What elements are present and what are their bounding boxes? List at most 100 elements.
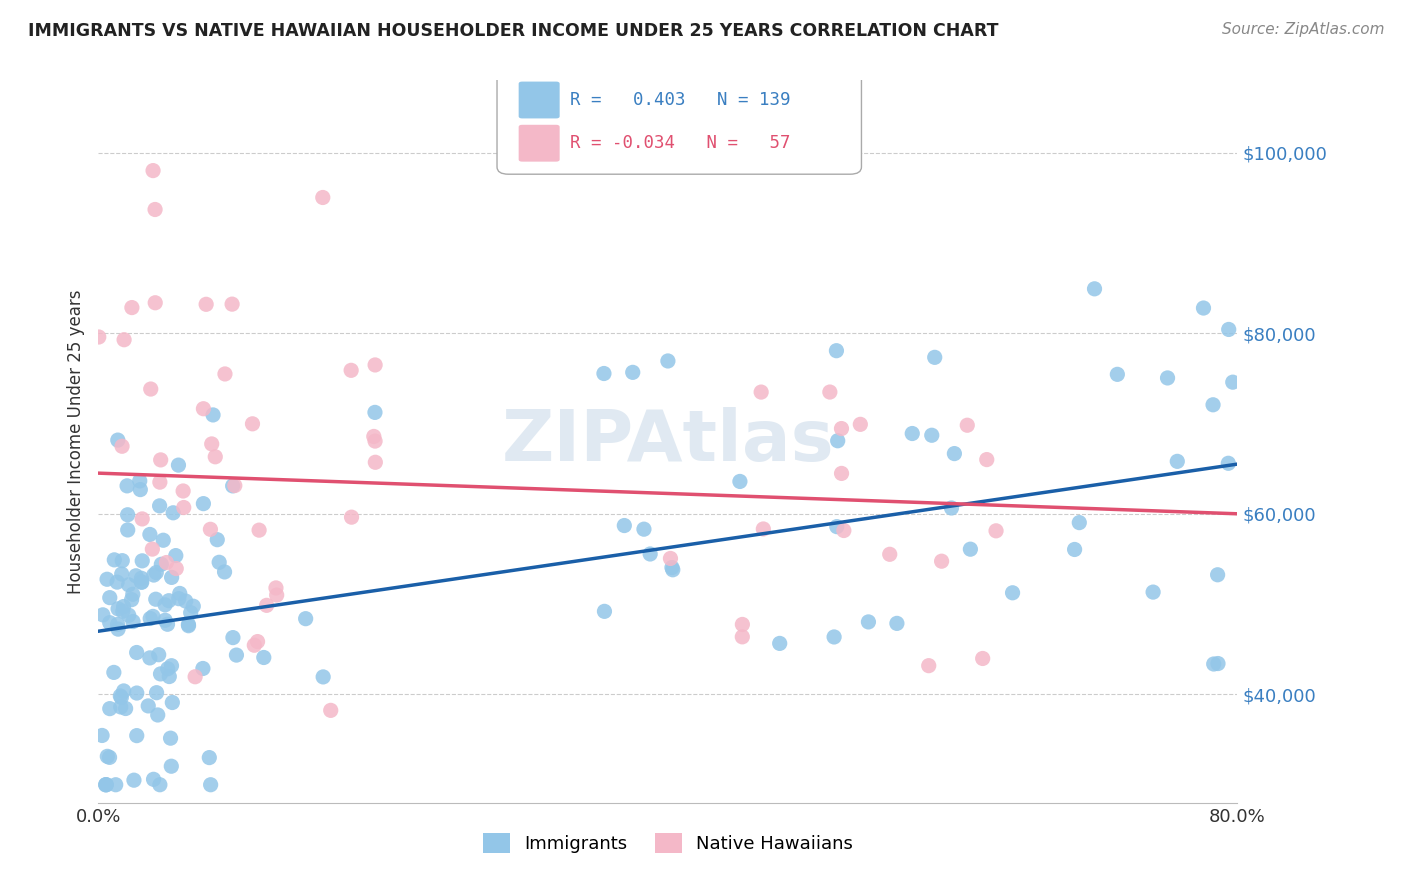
Text: R =   0.403   N = 139: R = 0.403 N = 139 — [569, 91, 790, 109]
Point — [96, 572, 118, 586]
Point — [198, 750, 221, 764]
Point — [142, 163, 165, 178]
Point — [110, 690, 132, 705]
Point — [107, 602, 129, 616]
Point — [131, 554, 153, 568]
Point — [157, 669, 180, 683]
Point — [87, 330, 110, 344]
Point — [593, 367, 616, 381]
Point — [769, 636, 792, 650]
Point — [104, 778, 127, 792]
Point — [827, 434, 849, 448]
Point — [1083, 282, 1105, 296]
Point — [1156, 371, 1178, 385]
Point — [111, 567, 134, 582]
Point — [207, 533, 229, 547]
Legend: Immigrants, Native Hawaiians: Immigrants, Native Hawaiians — [474, 824, 862, 863]
Point — [728, 475, 751, 489]
Point — [1166, 454, 1188, 468]
Point — [364, 405, 387, 419]
Point — [103, 665, 125, 680]
Y-axis label: Householder Income Under 25 years: Householder Income Under 25 years — [66, 289, 84, 594]
Point — [149, 499, 172, 513]
Point — [111, 439, 134, 453]
Point — [141, 542, 163, 557]
Point — [112, 684, 135, 698]
Point — [593, 604, 616, 618]
FancyBboxPatch shape — [519, 81, 560, 119]
Point — [222, 631, 245, 645]
Point — [184, 670, 207, 684]
Point — [139, 651, 162, 665]
Point — [107, 433, 129, 447]
Point — [98, 591, 121, 605]
Point — [139, 382, 162, 396]
Text: ZIPAtlas: ZIPAtlas — [502, 407, 834, 476]
Point — [662, 563, 685, 577]
Point — [364, 358, 387, 372]
Point — [165, 549, 187, 563]
Point — [153, 613, 176, 627]
Point — [121, 587, 143, 601]
Point — [633, 522, 655, 536]
Point — [169, 586, 191, 600]
Point — [1206, 657, 1229, 671]
Point — [149, 453, 172, 467]
Point — [115, 479, 138, 493]
Point — [159, 731, 181, 746]
Point — [122, 615, 145, 629]
Point — [167, 591, 190, 606]
Point — [149, 778, 172, 792]
Point — [849, 417, 872, 432]
Point — [1218, 456, 1240, 470]
Point — [242, 417, 264, 431]
Point — [105, 575, 128, 590]
Point — [202, 408, 225, 422]
Point — [1218, 322, 1240, 336]
Point — [145, 592, 167, 607]
Point — [96, 778, 118, 792]
Point — [208, 555, 231, 569]
Point — [165, 561, 187, 575]
Point — [200, 522, 222, 536]
Point — [143, 202, 166, 217]
Point — [659, 551, 682, 566]
Point — [112, 599, 135, 614]
Point — [167, 458, 190, 472]
Point — [177, 618, 200, 632]
Point — [931, 554, 953, 568]
Point — [340, 510, 363, 524]
Point — [131, 575, 153, 590]
Point — [1107, 368, 1129, 382]
Point — [142, 772, 165, 787]
Point — [830, 421, 852, 435]
Point — [128, 474, 150, 488]
Point — [818, 385, 841, 400]
Point — [1192, 301, 1215, 315]
Point — [246, 634, 269, 648]
Point — [177, 617, 200, 632]
Point — [221, 297, 243, 311]
Point — [110, 689, 132, 703]
Point — [214, 565, 236, 579]
Point — [162, 506, 184, 520]
Point — [1202, 398, 1225, 412]
Point — [98, 701, 121, 715]
Point — [638, 547, 661, 561]
Point — [146, 708, 169, 723]
Point — [661, 560, 683, 574]
Point — [125, 729, 148, 743]
Point — [96, 749, 118, 764]
Text: Source: ZipAtlas.com: Source: ZipAtlas.com — [1222, 22, 1385, 37]
Point — [107, 622, 129, 636]
Point — [145, 566, 167, 580]
Point — [941, 500, 963, 515]
Point — [363, 429, 385, 443]
Point — [91, 607, 114, 622]
Point — [157, 593, 180, 607]
Point — [312, 670, 335, 684]
Point — [118, 608, 141, 623]
Point — [924, 351, 946, 365]
Point — [160, 570, 183, 584]
Text: R = -0.034   N =   57: R = -0.034 N = 57 — [569, 134, 790, 153]
